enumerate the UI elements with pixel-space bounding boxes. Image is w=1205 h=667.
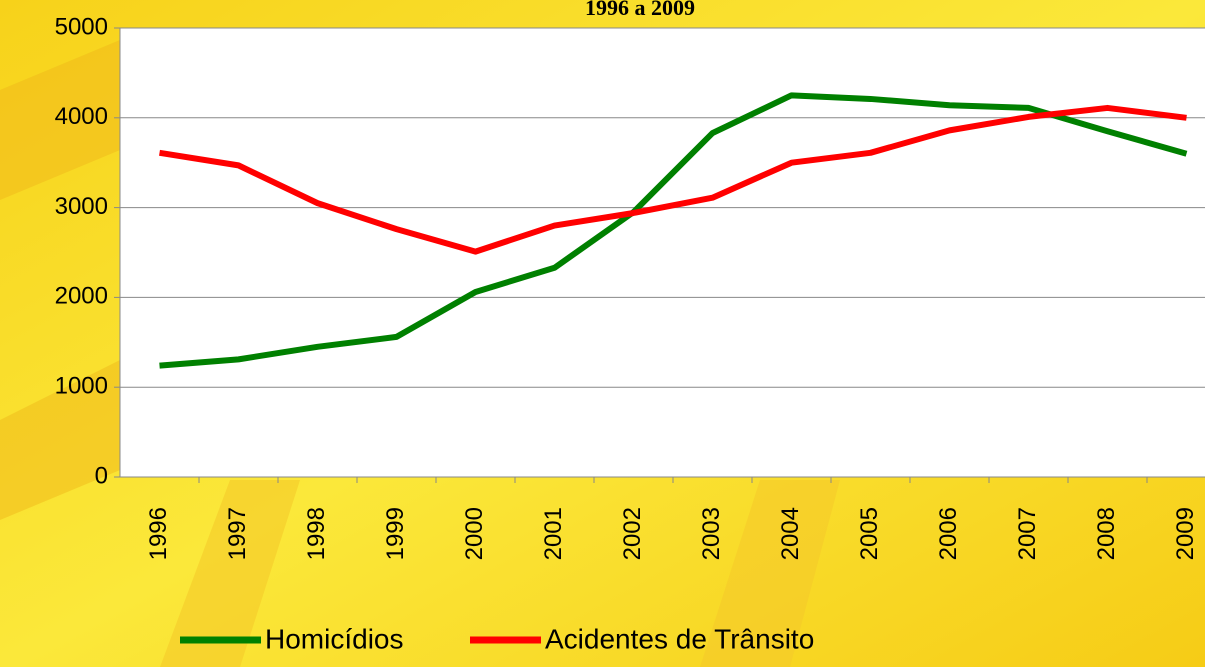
decor <box>160 480 300 667</box>
y-tick-label: 1000 <box>55 373 108 400</box>
x-tick-label: 2009 <box>1172 507 1199 560</box>
x-tick-label: 2004 <box>777 507 804 560</box>
decor <box>700 480 840 667</box>
x-tick-label: 2001 <box>540 507 567 560</box>
x-tick-label: 2000 <box>461 507 488 560</box>
x-tick-label: 2006 <box>935 507 962 560</box>
legend-label: Acidentes de Trânsito <box>545 623 814 654</box>
chart-title: 1996 a 2009 <box>585 0 695 20</box>
plot-area <box>120 28 1205 477</box>
legend-label: Homicídios <box>265 623 403 654</box>
decor <box>0 360 120 520</box>
series-line <box>159 104 1187 255</box>
decor <box>0 40 120 200</box>
x-tick-label: 1999 <box>382 507 409 560</box>
legend: Homicídios Acidentes de Trânsito <box>180 623 814 654</box>
x-tick-label: 2007 <box>1014 507 1041 560</box>
y-tick-label: 4000 <box>55 103 108 130</box>
series-line <box>159 92 1188 369</box>
x-tick-label: 2002 <box>619 507 646 560</box>
y-tick-label: 5000 <box>55 13 108 40</box>
x-tick-label: 2005 <box>856 507 883 560</box>
x-tick-label: 1997 <box>224 507 251 560</box>
x-tick-label: 1998 <box>303 507 330 560</box>
y-tick-label: 2000 <box>55 283 108 310</box>
x-tick-label: 1996 <box>145 507 172 560</box>
y-tick-label: 3000 <box>55 193 108 220</box>
x-tick-label: 2008 <box>1093 507 1120 560</box>
x-tick-label: 2003 <box>698 507 725 560</box>
y-tick-label: 0 <box>95 462 108 489</box>
